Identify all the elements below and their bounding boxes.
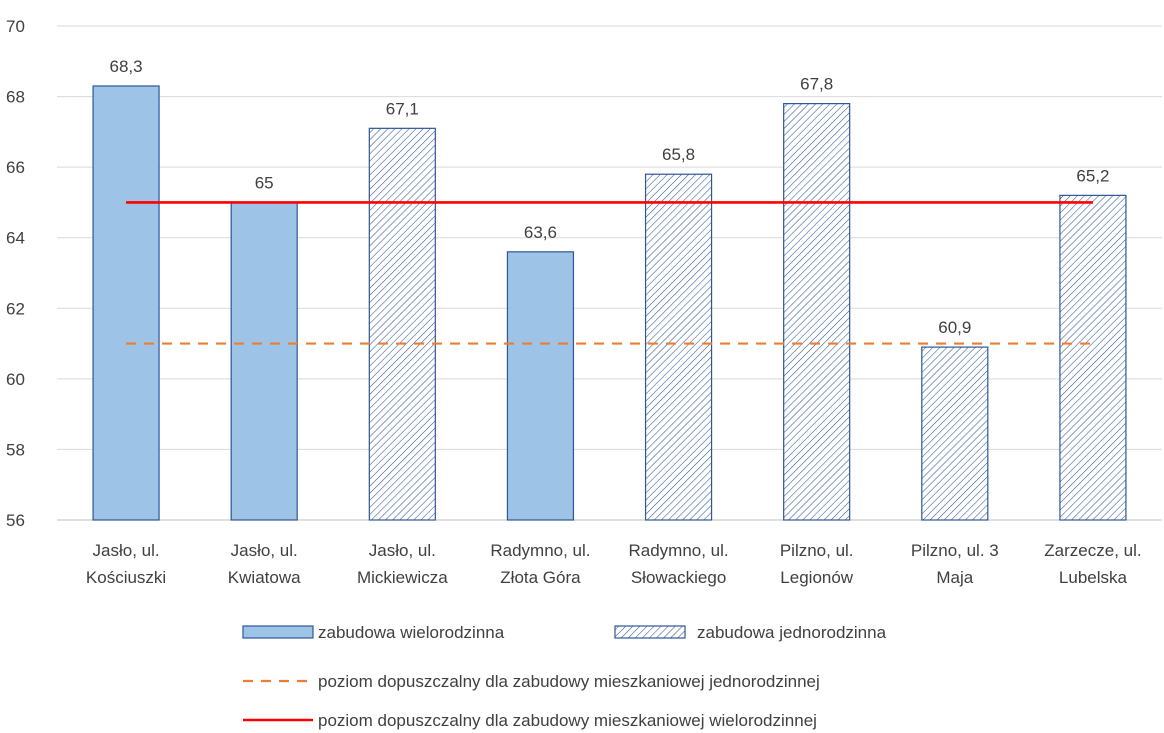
- data-label: 68,3: [110, 57, 143, 76]
- data-labels: 68,3 65 67,1 63,6 65,8 67,8 60,9 65,2: [110, 57, 1110, 337]
- x-tick-label: Legionów: [780, 568, 854, 587]
- bar: [1059, 194, 1127, 521]
- y-tick-label: 58: [6, 440, 25, 459]
- bar: [506, 251, 575, 521]
- data-label: 63,6: [524, 223, 557, 242]
- x-tick-label: Radymno, ul.: [490, 541, 590, 560]
- x-tick-label: Jasło, ul.: [231, 541, 298, 560]
- y-tick-label: 70: [6, 17, 25, 36]
- data-label: 65: [255, 173, 274, 192]
- data-label: 60,9: [938, 318, 971, 337]
- x-tick-label: Mickiewicza: [357, 568, 448, 587]
- legend-swatch: [242, 625, 314, 639]
- reference-lines: [126, 201, 1093, 345]
- legend-label: zabudowa jednorodzinna: [697, 623, 887, 642]
- legend-label: poziom dopuszczalny dla zabudowy mieszka…: [318, 672, 820, 691]
- legend: zabudowa wielorodzinna zabudowa jednorodz…: [242, 623, 887, 730]
- y-tick-label: 66: [6, 158, 25, 177]
- x-tick-label: Jasło, ul.: [93, 541, 160, 560]
- bar: [783, 103, 851, 521]
- bar: [921, 346, 989, 521]
- y-tick-label: 68: [6, 88, 25, 107]
- x-tick-label: Maja: [936, 568, 973, 587]
- y-tick-label: 60: [6, 370, 25, 389]
- legend-swatch: [614, 625, 686, 639]
- legend-label: zabudowa wielorodzinna: [318, 623, 505, 642]
- x-axis: Jasło, ul. Kościuszki Jasło, ul. Kwiatowa Ja…: [86, 541, 1142, 587]
- x-tick-label: Pilzno, ul.: [780, 541, 854, 560]
- data-label: 67,1: [386, 99, 419, 118]
- y-tick-label: 56: [6, 511, 25, 530]
- y-tick-label: 64: [6, 229, 25, 248]
- y-axis: 56 58 60 62 64 66 68 70: [6, 17, 25, 530]
- bar: [92, 85, 160, 521]
- x-tick-label: Pilzno, ul. 3: [911, 541, 999, 560]
- x-tick-label: Radymno, ul.: [628, 541, 728, 560]
- bars: [92, 85, 1127, 521]
- data-label: 65,2: [1076, 166, 1109, 185]
- x-tick-label: Kwiatowa: [228, 568, 301, 587]
- y-tick-label: 62: [6, 299, 25, 318]
- bar: [644, 173, 713, 521]
- x-tick-label: Zarzecze, ul.: [1044, 541, 1141, 560]
- x-tick-label: Złota Góra: [500, 568, 581, 587]
- legend-label: poziom dopuszczalny dla zabudowy mieszka…: [318, 711, 817, 730]
- bar: [230, 201, 298, 521]
- x-tick-label: Jasło, ul.: [369, 541, 436, 560]
- bar: [368, 127, 436, 521]
- data-label: 67,8: [800, 75, 833, 94]
- gridlines: [57, 25, 1162, 521]
- data-label: 65,8: [662, 145, 695, 164]
- x-tick-label: Lubelska: [1059, 568, 1128, 587]
- x-tick-label: Kościuszki: [86, 568, 166, 587]
- x-tick-label: Słowackiego: [631, 568, 726, 587]
